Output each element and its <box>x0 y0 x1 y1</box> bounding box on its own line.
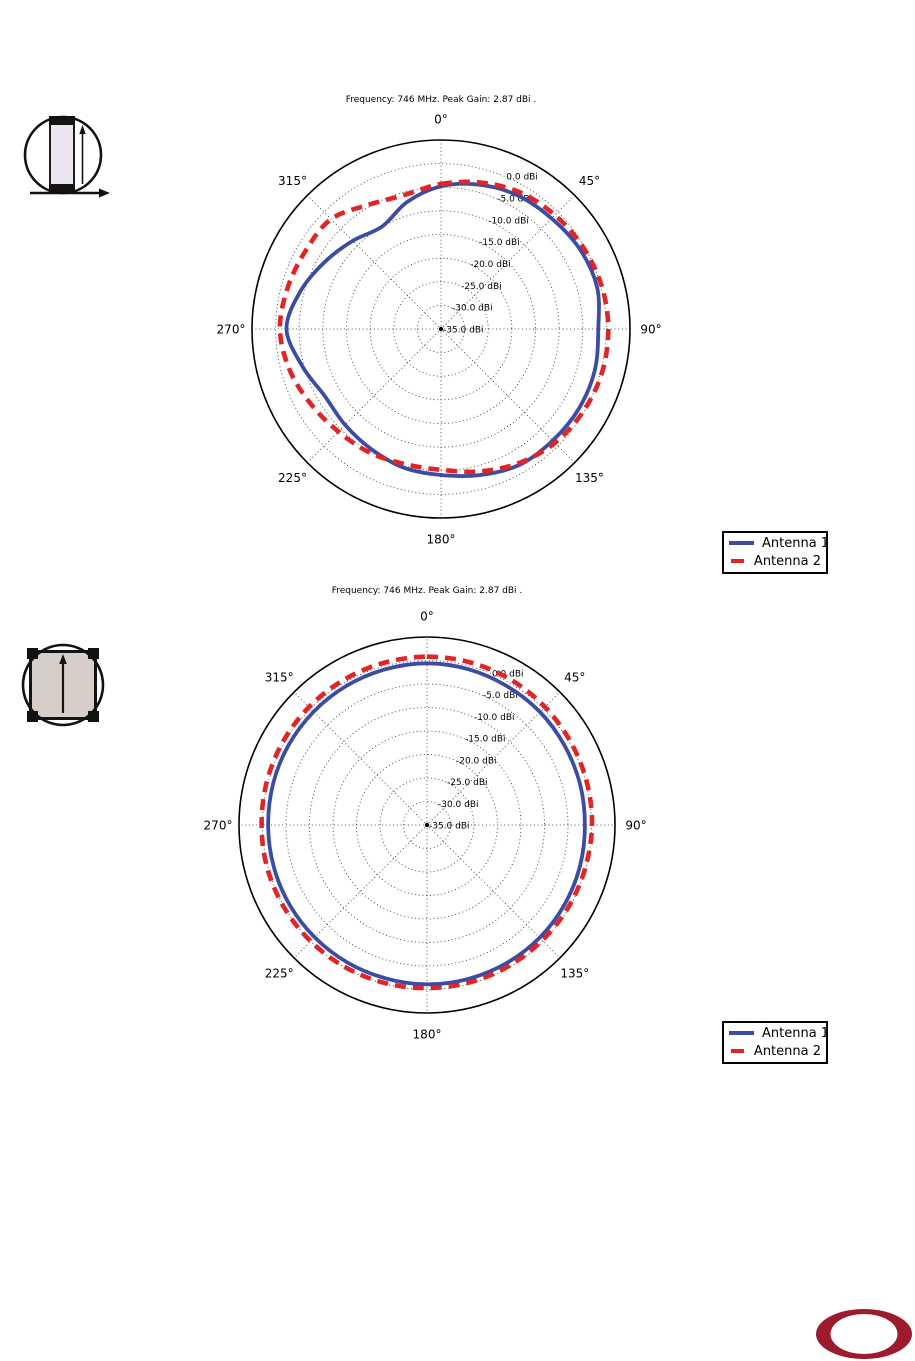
radial-tick-label: -35.0 dBi <box>443 326 484 336</box>
angle-tick-label: 180° <box>413 1028 442 1042</box>
legend-item-antenna2: Antenna 2 <box>729 1043 821 1059</box>
polar-grid-ring <box>403 801 451 849</box>
angle-tick-label: 0° <box>420 610 434 624</box>
angle-tick-label: 315° <box>278 174 307 188</box>
radial-tick-label: -20.0 dBi <box>456 756 497 766</box>
radial-tick-label: 0.0 dBi <box>506 173 538 183</box>
radial-tick-label: -5.0 dBi <box>497 195 532 205</box>
antenna-photo-bottom-cap <box>49 184 75 193</box>
angle-tick-label: 90° <box>625 819 646 833</box>
photo-corner <box>88 711 99 722</box>
angle-tick-label: 135° <box>560 966 589 980</box>
polar-axis-boundary <box>238 636 616 1014</box>
polar-grid-ring <box>285 683 569 967</box>
antenna2-line-sample <box>729 1048 746 1054</box>
antenna-photo-side <box>49 116 75 194</box>
logo-ellipse-inner <box>830 1314 898 1354</box>
legend-label: Antenna 2 <box>753 553 821 569</box>
chart2-legend: Antenna 1 Antenna 2 <box>722 1021 829 1064</box>
legend-item-antenna2: Antenna 2 <box>729 553 821 569</box>
antenna1-curve <box>284 181 601 478</box>
legend-label: Antenna 1 <box>762 535 830 551</box>
antenna1-line-sample <box>729 541 754 545</box>
photo-corner <box>27 648 38 659</box>
radial-tick-label: -30.0 dBi <box>452 304 493 314</box>
antenna-top-view-icon <box>21 643 105 727</box>
angle-tick-label: 270° <box>217 323 246 337</box>
radial-tick-label: -25.0 dBi <box>447 778 488 788</box>
legend-label: Antenna 1 <box>762 1025 830 1041</box>
angle-tick-label: 315° <box>265 671 294 685</box>
antenna-side-view-icon <box>23 115 110 198</box>
polar-grid-ring <box>379 777 475 873</box>
angle-tick-label: 270° <box>204 819 233 833</box>
radial-tick-label: -15.0 dBi <box>465 735 506 745</box>
polar-grid-ring <box>393 281 489 377</box>
chart2-title: Frequency: 746 MHz. Peak Gain: 2.87 dBi … <box>331 586 523 596</box>
polar-center-dot <box>424 822 430 828</box>
polar-grid-ring <box>369 257 513 401</box>
radial-tick-label: -5.0 dBi <box>483 691 518 701</box>
photo-corner <box>88 648 99 659</box>
radial-tick-label: -35.0 dBi <box>429 822 470 832</box>
polar-grid-ring <box>346 234 536 424</box>
radial-tick-label: -10.0 dBi <box>474 713 515 723</box>
radial-tick-label: -30.0 dBi <box>438 800 479 810</box>
angle-tick-label: 45° <box>579 174 600 188</box>
legend-label: Antenna 2 <box>753 1043 821 1059</box>
polar-center-dot <box>438 326 444 332</box>
company-logo <box>816 1309 912 1359</box>
antenna-photo-top-cap <box>49 116 75 125</box>
polar-chart-1: 0° 45° 90° 135° 180° 225° 270° 315° 0.0 dBi -5.0 … <box>217 113 662 547</box>
up-arrow-head <box>59 654 67 664</box>
polar-grid-ring <box>298 186 584 472</box>
polar-grid-ring <box>356 754 498 896</box>
angle-tick-label: 45° <box>564 671 585 685</box>
legend-item-antenna1: Antenna 1 <box>729 1025 829 1041</box>
photo-corner <box>27 711 38 722</box>
chart1-title: Frequency: 746 MHz. Peak Gain: 2.87 dBi … <box>345 95 537 105</box>
angle-tick-label: 180° <box>427 533 456 547</box>
radial-tick-label: -15.0 dBi <box>479 238 520 248</box>
angle-tick-label: 135° <box>575 471 604 485</box>
legend-item-antenna1: Antenna 1 <box>729 535 829 551</box>
orientation-circle <box>21 643 105 727</box>
antenna1-line-sample <box>729 1031 754 1035</box>
up-arrow-head <box>79 125 86 134</box>
polar-grid-ring <box>322 210 560 448</box>
chart1-legend: Antenna 1 Antenna 2 <box>722 531 829 574</box>
radial-tick-label: 0.0 dBi <box>492 670 524 680</box>
polar-grid-ring <box>275 163 607 495</box>
radial-tick-label: -20.0 dBi <box>470 260 511 270</box>
antenna1-curve <box>266 661 587 987</box>
right-arrow-head <box>99 188 110 198</box>
polar-chart-2: 0° 45° 90° 135° 180° 225° 270° 315° 0.0 dBi -5.0 … <box>204 610 647 1042</box>
radial-tick-label: -10.0 dBi <box>488 216 529 226</box>
angle-tick-label: 225° <box>265 966 294 980</box>
antenna2-line-sample <box>729 558 746 564</box>
radial-tick-label: -25.0 dBi <box>461 282 502 292</box>
angle-tick-label: 90° <box>640 323 661 337</box>
polar-grid-ring <box>309 707 545 943</box>
polar-grid-ring <box>416 304 466 354</box>
angle-tick-label: 0° <box>434 113 448 127</box>
polar-grid-ring <box>332 730 522 920</box>
polar-axis-boundary <box>251 139 631 519</box>
angle-tick-label: 225° <box>278 471 307 485</box>
antenna2-curve <box>277 179 611 475</box>
